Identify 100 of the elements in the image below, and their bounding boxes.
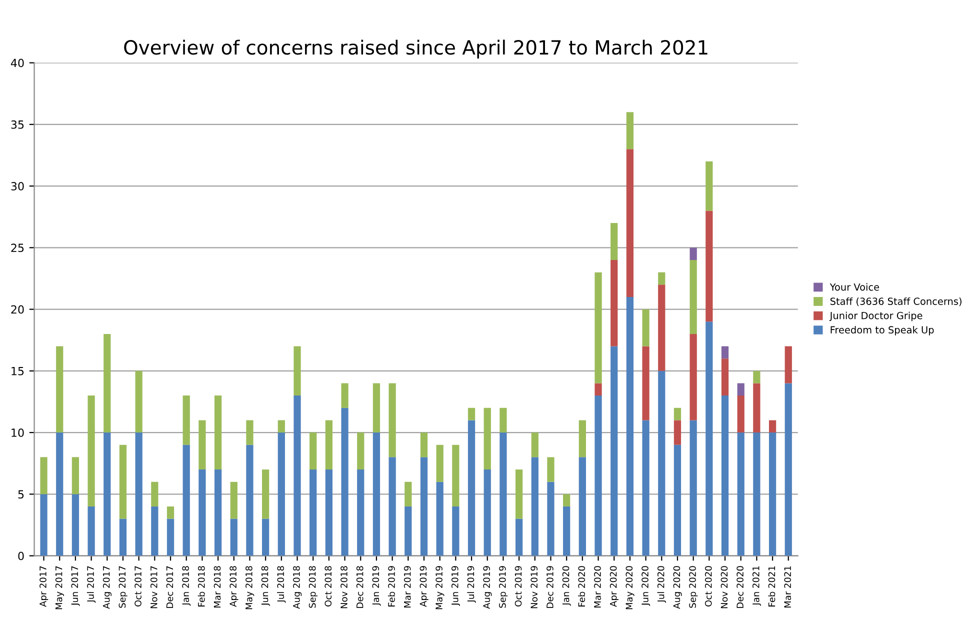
x-tick-label: Jan 2021 <box>752 566 761 606</box>
bar <box>594 383 602 396</box>
x-tick-label: Jun 2017 <box>71 566 80 606</box>
x-tick-label: Nov 2017 <box>150 566 158 608</box>
bar <box>246 444 254 556</box>
bar <box>262 518 270 556</box>
x-tick-label: Dec 2017 <box>166 566 174 608</box>
bar <box>642 309 650 346</box>
bar <box>626 296 634 556</box>
bar <box>294 396 301 556</box>
bar <box>214 470 222 556</box>
bar <box>594 396 602 556</box>
x-tick-label: Nov 2019 <box>530 566 538 608</box>
bar <box>500 408 507 433</box>
legend-label: Your Voice <box>830 283 880 291</box>
bar <box>198 470 206 556</box>
bar <box>721 358 729 396</box>
bar <box>135 432 142 556</box>
y-tick-label: 15 <box>12 367 24 376</box>
bar <box>119 518 127 556</box>
bar <box>737 432 744 556</box>
bar <box>262 470 270 519</box>
x-tick-label: Mar 2019 <box>404 566 411 608</box>
x-tick-label: Mar 2020 <box>594 566 601 608</box>
x-tick-label: Aug 2020 <box>673 566 682 609</box>
bar <box>737 383 744 396</box>
x-tick-label: Jul 2018 <box>277 566 286 603</box>
x-tick-label: Aug 2017 <box>102 566 112 609</box>
bar <box>182 396 190 445</box>
bar <box>753 370 760 384</box>
bar <box>135 370 142 433</box>
x-tick-label: Oct 2018 <box>324 566 332 606</box>
x-tick-label: Dec 2020 <box>736 566 744 608</box>
bar <box>563 494 570 506</box>
bar <box>642 420 650 556</box>
x-tick-label: May 2018 <box>246 566 254 610</box>
bar <box>357 432 364 470</box>
bar <box>88 396 95 506</box>
bar <box>690 260 697 334</box>
bar <box>768 420 776 433</box>
legend-label: Staff (3636 Staff Concerns) <box>830 297 962 306</box>
x-tick-label: Apr 2017 <box>40 566 48 607</box>
bar <box>578 420 586 458</box>
bar <box>166 506 174 519</box>
bar <box>721 346 729 359</box>
bar <box>547 457 554 482</box>
y-tick-label: 25 <box>11 244 24 252</box>
bar <box>230 482 238 519</box>
bar <box>610 260 618 346</box>
x-tick-label: Jun 2018 <box>261 566 270 606</box>
bar <box>610 346 618 556</box>
bar <box>388 457 396 556</box>
bar <box>325 470 333 556</box>
bar <box>72 457 80 494</box>
x-tick-label: Sep 2019 <box>499 566 508 608</box>
bar <box>56 432 64 556</box>
bar <box>753 383 760 433</box>
bar <box>341 383 348 408</box>
bar <box>484 408 491 470</box>
x-tick-label: Feb 2020 <box>578 566 586 606</box>
bar <box>721 396 729 556</box>
x-tick-label: Feb 2021 <box>768 566 776 606</box>
bar <box>547 482 554 556</box>
bar <box>372 432 380 556</box>
bar <box>151 482 158 506</box>
x-tick-label: May 2019 <box>436 566 444 610</box>
x-tick-label: Dec 2018 <box>356 566 364 608</box>
bar <box>278 432 285 556</box>
bar <box>642 346 650 420</box>
x-tick-label: Nov 2018 <box>340 566 348 608</box>
bar <box>294 346 301 396</box>
bar <box>452 444 460 506</box>
bar <box>784 383 792 556</box>
bar <box>706 322 713 556</box>
bar <box>278 420 285 433</box>
bar <box>357 470 364 556</box>
y-tick-label: 20 <box>11 305 24 314</box>
bar <box>56 346 64 433</box>
legend-label: Junior Doctor Gripe <box>829 312 922 322</box>
bar <box>198 420 206 470</box>
y-tick-label: 5 <box>18 490 24 499</box>
bar <box>500 432 507 556</box>
bar <box>166 518 174 556</box>
x-tick-label: May 2017 <box>55 566 64 610</box>
bar <box>104 432 111 556</box>
bar <box>594 272 602 384</box>
bar <box>626 112 634 150</box>
x-tick-label: Oct 2020 <box>704 566 712 606</box>
bar <box>626 149 634 297</box>
bar <box>690 248 697 260</box>
bar <box>468 420 476 556</box>
bar <box>246 420 254 445</box>
x-tick-label: Sep 2020 <box>689 566 698 608</box>
bar <box>436 444 444 482</box>
y-tick-label: 30 <box>11 182 24 190</box>
x-tick-label: Sep 2018 <box>308 566 318 608</box>
bar <box>372 383 380 433</box>
x-tick-label: Jan 2018 <box>182 566 191 606</box>
bar <box>88 506 95 556</box>
bar <box>104 334 111 433</box>
